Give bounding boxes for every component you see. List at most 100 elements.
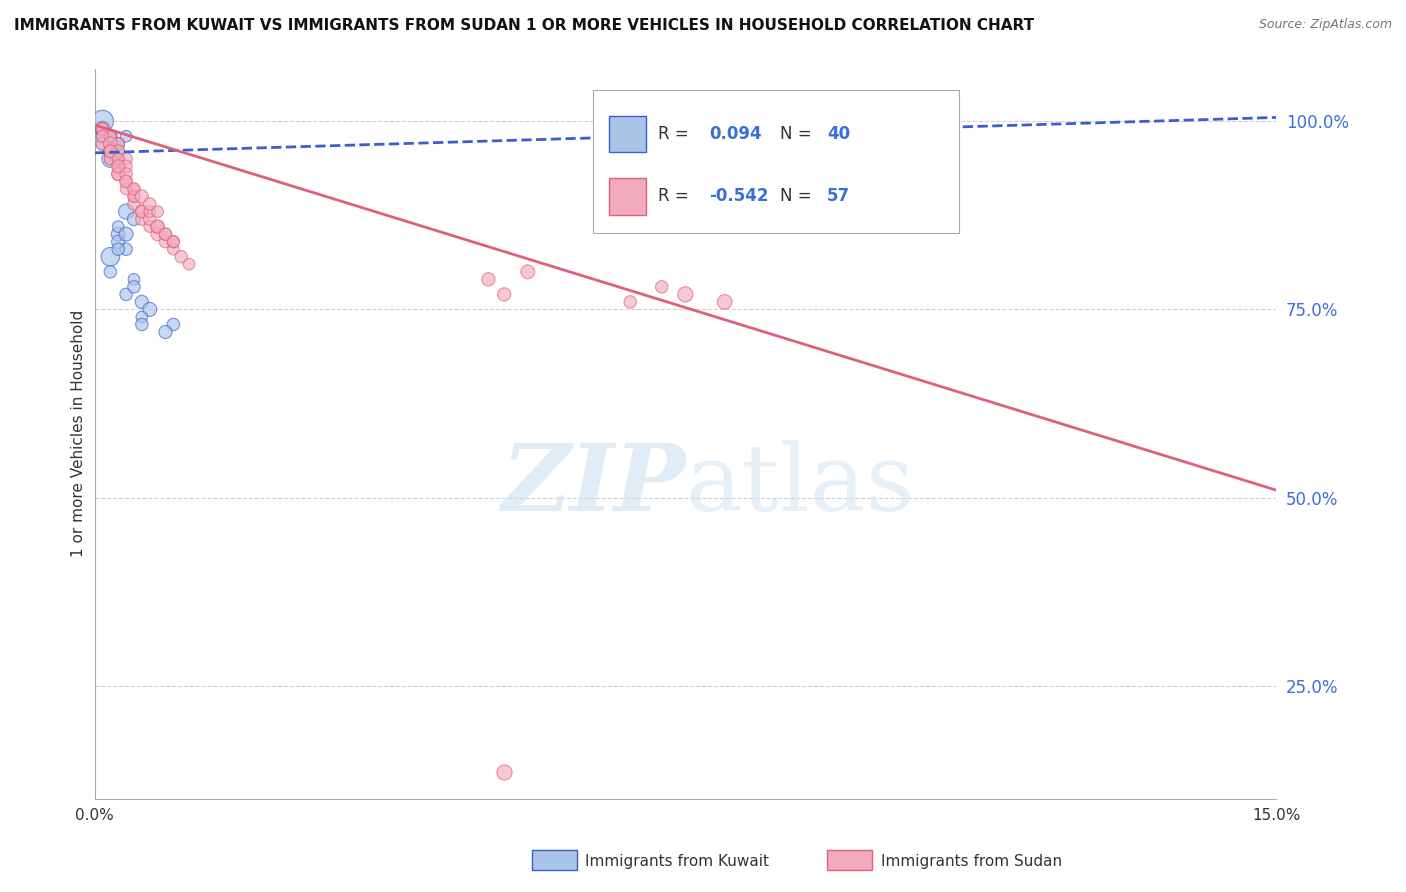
Point bbox=[107, 136, 129, 151]
Point bbox=[98, 152, 121, 166]
Point bbox=[107, 167, 129, 181]
Point bbox=[170, 250, 193, 264]
Text: ZIP: ZIP bbox=[501, 440, 685, 530]
Point bbox=[98, 152, 121, 166]
Point bbox=[98, 129, 121, 144]
Point bbox=[162, 242, 184, 256]
Point bbox=[107, 136, 129, 151]
Point bbox=[98, 265, 121, 279]
Point bbox=[98, 145, 121, 159]
Point bbox=[122, 272, 145, 286]
Text: Immigrants from Sudan: Immigrants from Sudan bbox=[880, 855, 1062, 869]
Point bbox=[98, 136, 121, 151]
Point bbox=[107, 145, 129, 159]
Point bbox=[155, 227, 177, 241]
Point bbox=[107, 160, 129, 174]
Point bbox=[155, 235, 177, 249]
Point bbox=[131, 294, 153, 309]
Point bbox=[131, 204, 153, 219]
Text: IMMIGRANTS FROM KUWAIT VS IMMIGRANTS FROM SUDAN 1 OR MORE VEHICLES IN HOUSEHOLD : IMMIGRANTS FROM KUWAIT VS IMMIGRANTS FRO… bbox=[14, 18, 1035, 33]
Point bbox=[155, 325, 177, 339]
Point bbox=[115, 242, 138, 256]
Point bbox=[138, 219, 160, 234]
Point bbox=[146, 204, 169, 219]
Point bbox=[107, 152, 129, 166]
Point bbox=[107, 152, 129, 166]
Point bbox=[91, 136, 114, 151]
Point bbox=[107, 160, 129, 174]
Point bbox=[98, 129, 121, 144]
Point bbox=[91, 121, 114, 136]
Point bbox=[122, 197, 145, 211]
Point bbox=[98, 129, 121, 144]
Point bbox=[477, 272, 499, 286]
Point bbox=[107, 167, 129, 181]
Point bbox=[122, 189, 145, 203]
Point bbox=[131, 318, 153, 332]
FancyBboxPatch shape bbox=[593, 90, 959, 233]
Point bbox=[107, 160, 129, 174]
Point bbox=[91, 129, 114, 144]
Point bbox=[91, 129, 114, 144]
Point bbox=[91, 121, 114, 136]
Point bbox=[146, 219, 169, 234]
Point bbox=[162, 235, 184, 249]
Point bbox=[146, 227, 169, 241]
Text: N =: N = bbox=[780, 187, 817, 205]
Point bbox=[138, 204, 160, 219]
Point bbox=[122, 189, 145, 203]
Point bbox=[98, 129, 121, 144]
Point bbox=[91, 114, 114, 128]
Point bbox=[122, 182, 145, 196]
Point bbox=[651, 280, 673, 294]
Point bbox=[131, 204, 153, 219]
Point bbox=[115, 129, 138, 144]
Text: R =: R = bbox=[658, 125, 695, 144]
Point bbox=[619, 294, 641, 309]
Y-axis label: 1 or more Vehicles in Household: 1 or more Vehicles in Household bbox=[72, 310, 86, 558]
Point bbox=[107, 136, 129, 151]
Point bbox=[107, 227, 129, 241]
Point bbox=[131, 212, 153, 227]
Point bbox=[98, 250, 121, 264]
Point bbox=[98, 152, 121, 166]
Point bbox=[673, 287, 696, 301]
Point bbox=[115, 174, 138, 188]
Point bbox=[107, 235, 129, 249]
Point bbox=[162, 318, 184, 332]
Point bbox=[98, 145, 121, 159]
Point bbox=[177, 257, 200, 271]
Point bbox=[155, 227, 177, 241]
Point bbox=[162, 235, 184, 249]
Point bbox=[115, 160, 138, 174]
Point bbox=[107, 152, 129, 166]
Point bbox=[494, 765, 516, 780]
Point bbox=[138, 197, 160, 211]
Point bbox=[146, 219, 169, 234]
Point bbox=[91, 121, 114, 136]
Point bbox=[115, 167, 138, 181]
Text: 0.094: 0.094 bbox=[709, 125, 762, 144]
Point bbox=[98, 145, 121, 159]
Point bbox=[122, 280, 145, 294]
Point bbox=[115, 204, 138, 219]
Point bbox=[91, 121, 114, 136]
Point bbox=[107, 242, 129, 256]
Point bbox=[131, 189, 153, 203]
Point bbox=[98, 136, 121, 151]
Text: 57: 57 bbox=[827, 187, 851, 205]
Point bbox=[494, 287, 516, 301]
Bar bbox=[609, 116, 647, 153]
Point bbox=[138, 302, 160, 317]
Point bbox=[91, 121, 114, 136]
Point bbox=[138, 212, 160, 227]
Point bbox=[122, 212, 145, 227]
Point bbox=[516, 265, 538, 279]
Point bbox=[776, 118, 799, 132]
Point bbox=[107, 145, 129, 159]
Text: atlas: atlas bbox=[685, 440, 914, 530]
Point bbox=[115, 174, 138, 188]
Text: R =: R = bbox=[658, 187, 695, 205]
Point bbox=[98, 145, 121, 159]
Point bbox=[115, 152, 138, 166]
